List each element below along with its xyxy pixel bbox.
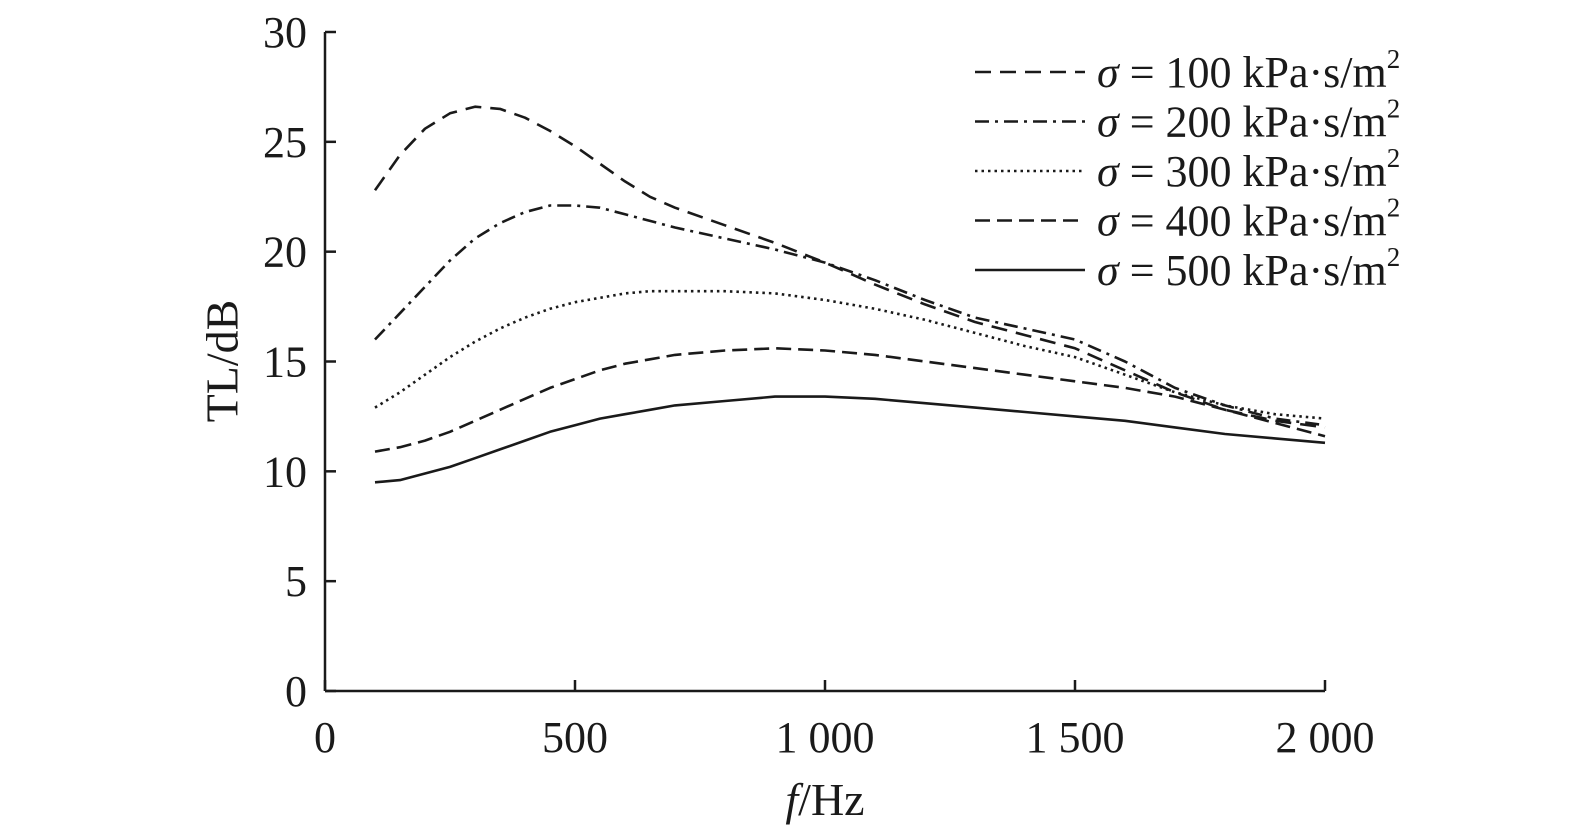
series-line-sigma-100 [373,105,1326,429]
series-line-sigma-300 [374,289,1326,420]
legend-label: σ = 100 kPa·s/m2 [1097,44,1400,97]
legend-label: σ = 400 kPa·s/m2 [1097,193,1400,246]
x-tick-label: 1 500 [1026,713,1125,762]
legend-label-superscript: 2 [1387,242,1401,272]
y-tick-label: 25 [263,118,307,167]
legend-item-sigma-100: σ = 100 kPa·s/m2 [975,44,1400,97]
legend: σ = 100 kPa·s/m2σ = 200 kPa·s/m2σ = 300 … [975,44,1400,295]
y-tick-label: 15 [263,338,307,387]
legend-label-text: = 100 kPa·s/m [1119,48,1387,97]
legend-item-sigma-400: σ = 400 kPa·s/m2 [975,193,1400,246]
x-axis-title: f/Hz [785,774,864,825]
legend-item-sigma-500: σ = 500 kPa·s/m2 [975,242,1400,295]
legend-label-symbol: σ [1097,98,1121,147]
legend-item-sigma-200: σ = 200 kPa·s/m2 [975,94,1400,147]
x-tick-label: 2 000 [1276,713,1375,762]
legend-label-superscript: 2 [1387,193,1401,223]
y-tick-label: 20 [263,228,307,277]
legend-label-symbol: σ [1097,246,1121,295]
legend-label: σ = 500 kPa·s/m2 [1097,242,1400,295]
legend-label-text: = 200 kPa·s/m [1119,98,1387,147]
legend-label-superscript: 2 [1387,44,1401,74]
series-line-sigma-500 [374,395,1326,484]
legend-label-symbol: σ [1097,147,1121,196]
legend-item-sigma-300: σ = 300 kPa·s/m2 [975,143,1400,196]
legend-label: σ = 200 kPa·s/m2 [1097,94,1400,147]
legend-label-text: = 400 kPa·s/m [1119,197,1387,246]
y-tick-label: 10 [263,447,307,496]
legend-label: σ = 300 kPa·s/m2 [1097,143,1400,196]
x-tick-label: 1 000 [776,713,875,762]
legend-label-text: = 500 kPa·s/m [1119,246,1387,295]
series-line-sigma-200 [374,204,1326,427]
legend-label-superscript: 2 [1387,94,1401,124]
legend-label-symbol: σ [1097,197,1121,246]
x-axis-ticks: 0 500 1 000 1 500 2 000 [314,680,1375,762]
x-tick-label: 500 [542,713,608,762]
legend-label-symbol: σ [1097,48,1121,97]
y-tick-label: 5 [285,557,307,606]
x-tick-label: 0 [314,713,336,762]
y-tick-label: 0 [285,667,307,716]
y-tick-label: 30 [263,8,307,57]
legend-label-superscript: 2 [1387,143,1401,173]
y-axis-title: TL/dB [197,300,248,423]
series-line-sigma-400 [374,347,1326,453]
x-axis-title-unit: /Hz [798,774,864,825]
series-lines [373,105,1326,484]
legend-label-text: = 300 kPa·s/m [1119,147,1387,196]
y-axis-ticks: 0 5 10 15 20 25 30 [263,8,336,716]
